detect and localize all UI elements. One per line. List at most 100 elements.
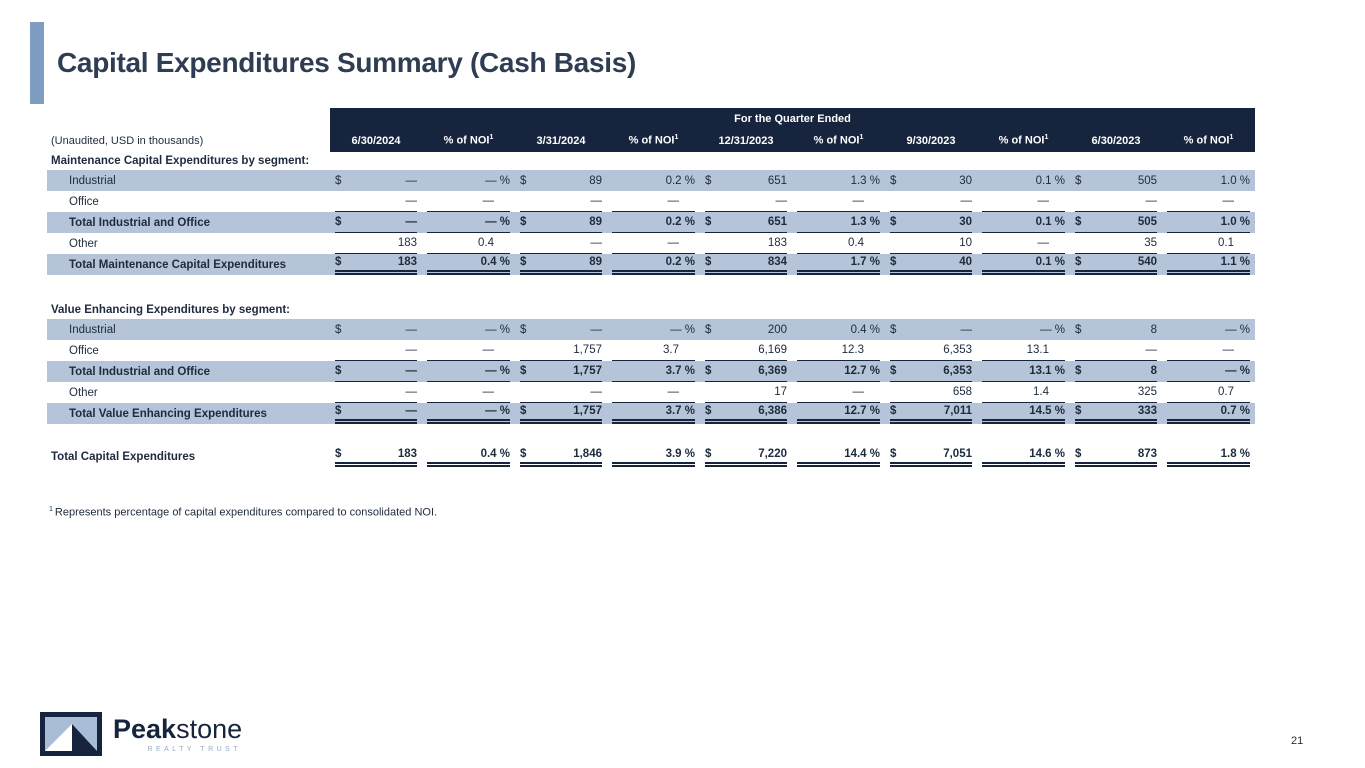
table-row: Industrial $ — — % $ — — % $200 0.4 % $ — — % $8— % bbox=[47, 319, 1256, 340]
pct-cell: — % bbox=[422, 403, 515, 424]
column-header: % of NOI1 bbox=[607, 129, 700, 152]
cell-value: — % bbox=[485, 405, 510, 417]
cell-value: 0.1 % bbox=[1035, 174, 1065, 187]
pct-cell: 1.1 % bbox=[1162, 254, 1256, 275]
cell-value: — % bbox=[485, 365, 510, 377]
cell-value: 14.5 % bbox=[1029, 405, 1065, 417]
row-label: Total Maintenance Capital Expenditures bbox=[47, 254, 330, 275]
page-title: Capital Expenditures Summary (Cash Basis… bbox=[57, 47, 636, 78]
pct-cell: — % bbox=[1162, 319, 1256, 340]
cell-value: 0.2 % bbox=[665, 174, 695, 187]
pct-cell: — bbox=[607, 233, 700, 254]
pct-cell: 1.3 % bbox=[792, 212, 885, 233]
cell-value: — bbox=[482, 344, 495, 356]
pct-cell: — % bbox=[977, 319, 1070, 340]
value-cell: $8 bbox=[1070, 361, 1162, 382]
pct-cell: 13.1 % bbox=[977, 361, 1070, 382]
value-cell: $ — bbox=[515, 319, 607, 340]
value-cell: 183 bbox=[330, 233, 422, 254]
value-cell: $ — bbox=[885, 319, 977, 340]
pct-cell: 0.4 % bbox=[422, 446, 515, 467]
dollar-sign: $ bbox=[705, 405, 712, 417]
value-cell: — bbox=[330, 191, 422, 212]
cell-value: 1.0 % bbox=[1220, 174, 1251, 187]
pct-cell: 3.9 % bbox=[607, 446, 700, 467]
value-cell: $7,051 bbox=[885, 446, 977, 467]
value-cell: $7,011 bbox=[885, 403, 977, 424]
pct-cell: — bbox=[607, 382, 700, 403]
cell-value: — bbox=[667, 195, 680, 207]
dollar-sign: $ bbox=[890, 174, 897, 187]
cell-value: — bbox=[482, 195, 495, 207]
pct-cell: 1.7 % bbox=[792, 254, 885, 275]
cell-value: 1.4 bbox=[1033, 386, 1049, 398]
pct-cell: — % bbox=[1162, 361, 1256, 382]
cell-value: 6,169 bbox=[758, 344, 787, 356]
cell-value: — bbox=[1222, 195, 1235, 207]
pct-cell: 0.1 % bbox=[977, 212, 1070, 233]
dollar-sign: $ bbox=[890, 405, 897, 417]
pct-cell: — bbox=[792, 191, 885, 212]
cell-value: 325 bbox=[1137, 386, 1157, 398]
cell-value: 0.7 bbox=[1218, 386, 1235, 398]
pct-cell: 1.0 % bbox=[1162, 212, 1256, 233]
pct-cell: — % bbox=[422, 170, 515, 191]
pct-cell: — bbox=[792, 382, 885, 403]
cell-value: 505 bbox=[1137, 216, 1157, 228]
column-header: 9/30/2023 bbox=[885, 129, 977, 152]
value-cell: — bbox=[515, 382, 607, 403]
pct-cell: — bbox=[422, 340, 515, 361]
value-cell: 658 bbox=[885, 382, 977, 403]
pct-cell: 12.7 % bbox=[792, 361, 885, 382]
value-cell: $834 bbox=[700, 254, 792, 275]
row-label: Office bbox=[69, 195, 99, 208]
cell-value: 658 bbox=[952, 386, 972, 398]
cell-value: — bbox=[405, 174, 418, 187]
pct-cell: 0.4 bbox=[792, 233, 885, 254]
cell-value: 1.3 % bbox=[850, 174, 880, 187]
pct-cell: 14.5 % bbox=[977, 403, 1070, 424]
table-row: Total Maintenance Capital Expenditures $1… bbox=[47, 254, 1256, 275]
cell-value: 183 bbox=[397, 256, 417, 268]
cell-value: 40 bbox=[959, 256, 972, 268]
value-cell: $183 bbox=[330, 446, 422, 467]
cell-value: 1,757 bbox=[573, 405, 602, 417]
pct-cell: — % bbox=[607, 319, 700, 340]
cell-value: 89 bbox=[589, 256, 602, 268]
cell-value: 17 bbox=[774, 386, 787, 398]
capex-table-container: For the Quarter Ended (Unaudited, USD in… bbox=[47, 108, 1256, 467]
table-row: Office — — 1,757 3.7 6,169 12.3 6,353 13.1 — — bbox=[47, 340, 1255, 361]
dollar-sign: $ bbox=[705, 174, 712, 187]
cell-value: 14.4 % bbox=[844, 448, 880, 460]
cell-value: 3.9 % bbox=[665, 448, 695, 460]
cell-value: 1.8 % bbox=[1220, 448, 1251, 460]
cell-value: — bbox=[405, 386, 418, 398]
pct-cell: — bbox=[607, 191, 700, 212]
pct-cell: 0.2 % bbox=[607, 170, 700, 191]
cell-value: 10 bbox=[959, 237, 972, 249]
cell-value: — bbox=[960, 195, 973, 207]
cell-value: — % bbox=[1225, 365, 1251, 377]
value-cell: $873 bbox=[1070, 446, 1162, 467]
unaudited-note: (Unaudited, USD in thousands) bbox=[47, 129, 330, 152]
table-row: Total Capital Expenditures $183 0.4 % $1,84… bbox=[47, 446, 1255, 467]
cell-value: — bbox=[405, 405, 418, 417]
cell-value: — bbox=[482, 386, 495, 398]
pct-cell: 1.4 bbox=[977, 382, 1070, 403]
cell-value: — bbox=[1145, 195, 1158, 207]
dollar-sign: $ bbox=[520, 174, 527, 187]
value-cell: — bbox=[515, 191, 607, 212]
value-cell: — bbox=[330, 340, 422, 361]
cell-value: 12.7 % bbox=[844, 405, 880, 417]
pct-cell: 0.7 bbox=[1162, 382, 1255, 403]
dollar-sign: $ bbox=[520, 405, 527, 417]
logo-text-peak: Peak bbox=[113, 713, 177, 744]
value-cell: $1,757 bbox=[515, 361, 607, 382]
spacer-row bbox=[47, 424, 1256, 446]
cell-value: 651 bbox=[767, 174, 787, 187]
cell-value: — bbox=[405, 323, 418, 336]
cell-value: — % bbox=[485, 323, 510, 336]
pct-cell: 0.7 % bbox=[1162, 403, 1256, 424]
table-row: Other 183 0.4 — — 183 0.4 10 — 35 0.1 bbox=[47, 233, 1255, 254]
cell-value: 183 bbox=[397, 237, 417, 249]
